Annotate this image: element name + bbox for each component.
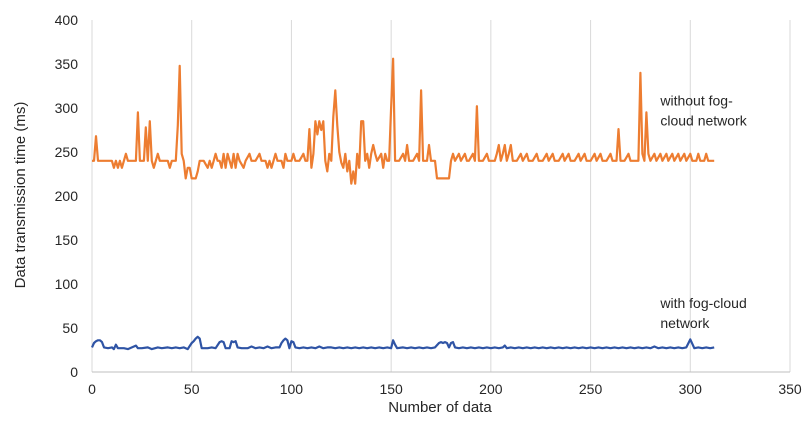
x-axis-title: Number of data <box>388 399 492 416</box>
y-tick-label: 200 <box>55 188 79 204</box>
y-axis-title: Data transmission time (ms) <box>12 102 29 289</box>
y-tick-label: 50 <box>62 320 78 336</box>
grid <box>91 20 791 372</box>
y-tick-label: 250 <box>55 144 79 160</box>
x-tick-label: 50 <box>184 381 200 397</box>
x-tick-label: 350 <box>778 381 802 397</box>
y-tick-label: 100 <box>55 276 79 292</box>
y-tick-label: 300 <box>55 100 79 116</box>
plot-area <box>90 57 715 351</box>
series-annotation: with fog-cloud network <box>659 295 746 331</box>
x-tick-label: 200 <box>479 381 503 397</box>
series-annotation: without fog-cloud network <box>659 92 747 128</box>
y-tick-label: 400 <box>55 12 79 28</box>
x-tick-label: 0 <box>88 381 96 397</box>
series-line-with-fog-cloud <box>90 335 715 351</box>
x-tick-label: 300 <box>679 381 703 397</box>
labels: 0 50 100 150 200 250 300 350 0 50 100 150 200 250 300 3… <box>55 12 802 397</box>
y-tick-label: 0 <box>70 364 78 380</box>
y-tick-label: 350 <box>55 56 79 72</box>
x-tick-label: 100 <box>280 381 304 397</box>
series-line-without-fog-cloud <box>92 57 715 185</box>
x-tick-label: 150 <box>379 381 403 397</box>
y-tick-label: 150 <box>55 232 79 248</box>
x-tick-label: 250 <box>579 381 603 397</box>
